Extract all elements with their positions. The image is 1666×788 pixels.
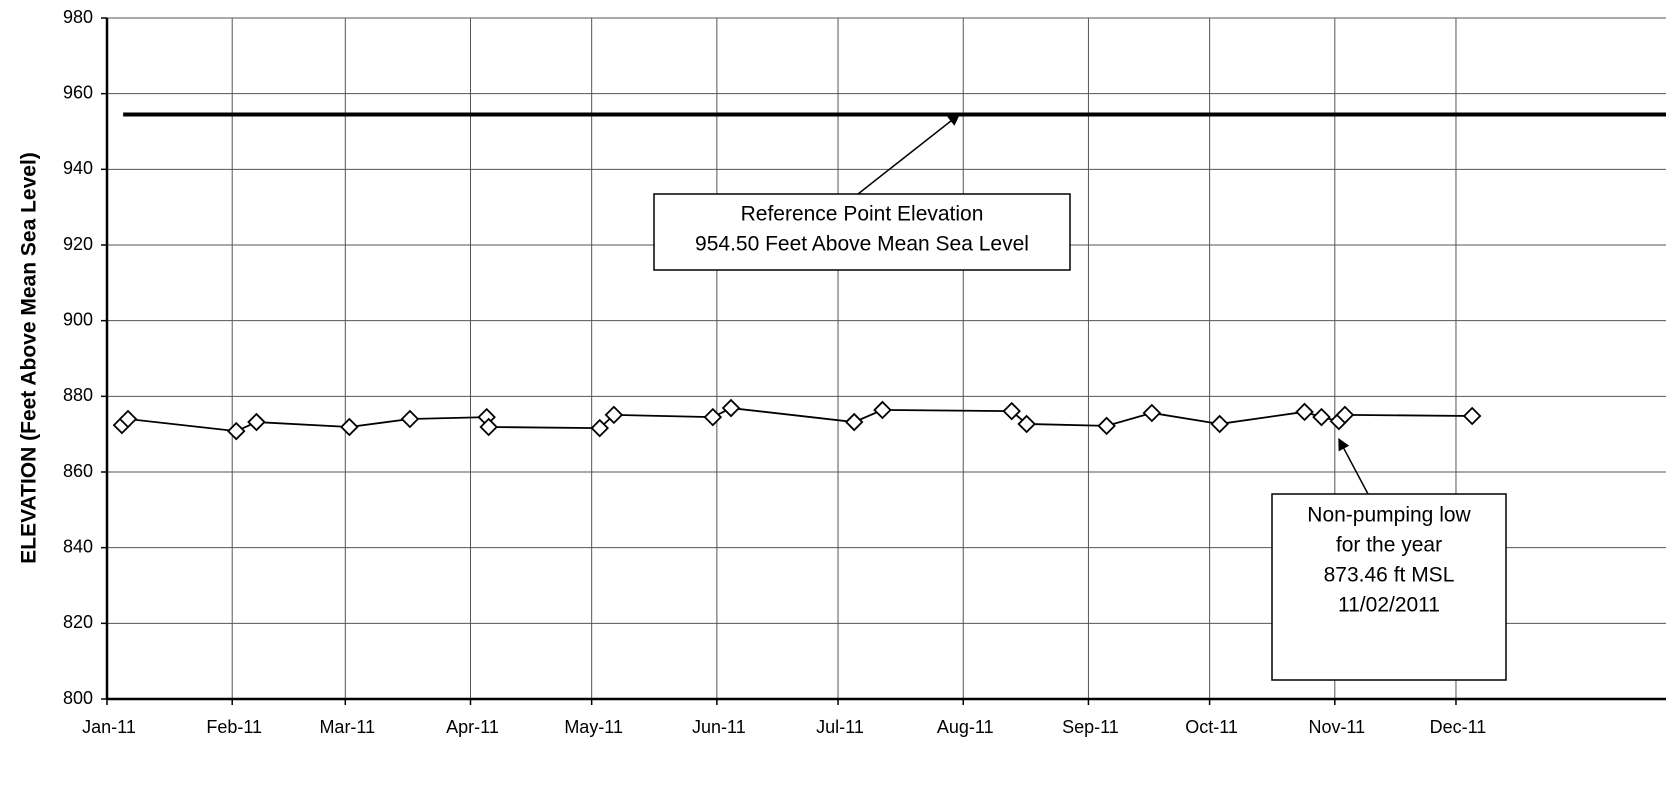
x-tick-label: Mar-11 bbox=[319, 717, 375, 737]
data-point bbox=[721, 398, 741, 418]
y-axis-title: ELEVATION (Feet Above Mean Sea Level) bbox=[18, 152, 41, 564]
data-point bbox=[1335, 405, 1355, 425]
y-tick-label: 940 bbox=[63, 158, 93, 178]
data-point bbox=[1312, 407, 1331, 427]
x-tick-label: Nov-11 bbox=[1308, 717, 1365, 737]
data-point bbox=[844, 412, 864, 432]
y-tick-label: 920 bbox=[63, 234, 93, 254]
x-tick-label: Aug-11 bbox=[937, 717, 994, 737]
data-point bbox=[340, 417, 359, 437]
series-line bbox=[121, 407, 1473, 433]
x-tick-label: Sep-11 bbox=[1062, 717, 1119, 737]
data-point bbox=[118, 409, 138, 429]
y-tick-label: 880 bbox=[63, 385, 93, 405]
data-point bbox=[1462, 406, 1482, 426]
y-tick-label: 800 bbox=[63, 688, 93, 708]
data-point bbox=[1002, 401, 1021, 421]
x-tick-label: Jun-11 bbox=[692, 717, 746, 737]
x-tick-label: Dec-11 bbox=[1430, 717, 1487, 737]
x-tick-label: Oct-11 bbox=[1185, 717, 1238, 737]
y-tick-label: 840 bbox=[63, 536, 93, 556]
x-tick-label: May-11 bbox=[564, 717, 623, 737]
annotation-text: 954.50 Feet Above Mean Sea Level bbox=[695, 233, 1029, 256]
data-point bbox=[1295, 402, 1314, 422]
data-point bbox=[1017, 414, 1036, 434]
data-point bbox=[590, 418, 610, 438]
data-point bbox=[1142, 403, 1162, 423]
data-point bbox=[226, 421, 246, 441]
annotation-box bbox=[1271, 493, 1507, 681]
annotation-arrow bbox=[857, 113, 961, 195]
x-tick-label: Feb-11 bbox=[206, 717, 262, 737]
data-point bbox=[1210, 414, 1229, 434]
data-point bbox=[873, 400, 892, 420]
annotation-text: Non-pumping low bbox=[1307, 504, 1471, 527]
data-point bbox=[703, 407, 723, 427]
annotation-text: 873.46 ft MSL bbox=[1324, 564, 1455, 587]
y-tick-label: 960 bbox=[63, 82, 93, 102]
data-point bbox=[400, 409, 420, 429]
data-point bbox=[1097, 416, 1116, 436]
y-tick-label: 820 bbox=[63, 612, 93, 632]
data-point bbox=[479, 417, 498, 437]
x-tick-label: Jan-11 bbox=[82, 717, 136, 737]
y-tick-label: 860 bbox=[63, 461, 93, 481]
annotation-box bbox=[653, 193, 1071, 271]
x-tick-label: Apr-11 bbox=[446, 717, 499, 737]
annotation-text: 11/02/2011 bbox=[1338, 594, 1440, 617]
data-point bbox=[604, 405, 624, 425]
annotation-arrow bbox=[1338, 438, 1369, 495]
annotation-text: Reference Point Elevation bbox=[741, 203, 984, 226]
data-point bbox=[247, 412, 266, 432]
x-tick-label: Jul-11 bbox=[816, 717, 864, 737]
y-tick-label: 900 bbox=[63, 309, 93, 329]
y-tick-label: 980 bbox=[63, 7, 93, 27]
annotation-text: for the year bbox=[1336, 534, 1442, 557]
